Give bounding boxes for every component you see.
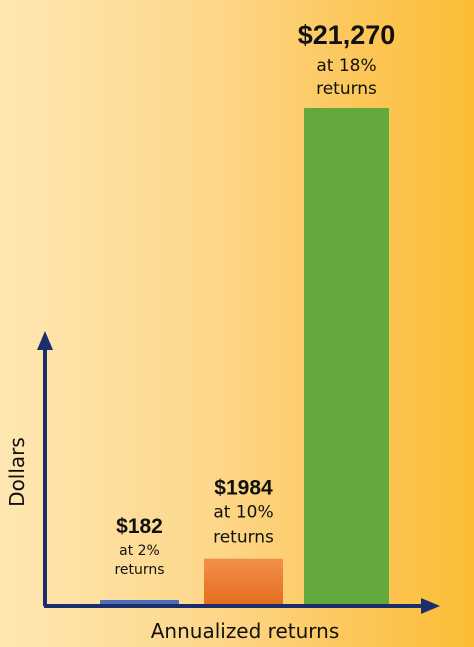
x-axis-title: Annualized returns [151,619,340,643]
data-label-returns: returns [213,528,274,548]
data-label-value: $21,270 [298,20,396,50]
x-axis-arrow [421,598,440,614]
data-label-rate: at 2% [119,543,160,559]
data-label-value: $182 [116,515,163,538]
data-label-returns: returns [114,562,164,578]
bar-18pct [304,108,389,605]
data-label-rate: at 10% [213,503,273,523]
y-axis-arrow [37,331,53,350]
data-label-value: $1984 [214,477,273,500]
bar-2pct [100,600,179,605]
data-label-rate: at 18% [316,56,376,76]
data-label-returns: returns [316,79,377,99]
bars-group [100,108,389,605]
y-axis-title: Dollars [5,437,29,507]
data-labels-group: $182 at 2% returns $1984 at 10% returns $21,27… [114,20,395,578]
axes-group [37,331,440,614]
bar-10pct [204,558,283,605]
